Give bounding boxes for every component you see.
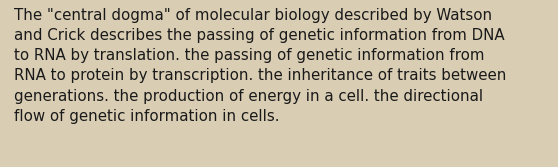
Text: The "central dogma" of molecular biology described by Watson
and Crick describes: The "central dogma" of molecular biology… bbox=[14, 8, 506, 124]
